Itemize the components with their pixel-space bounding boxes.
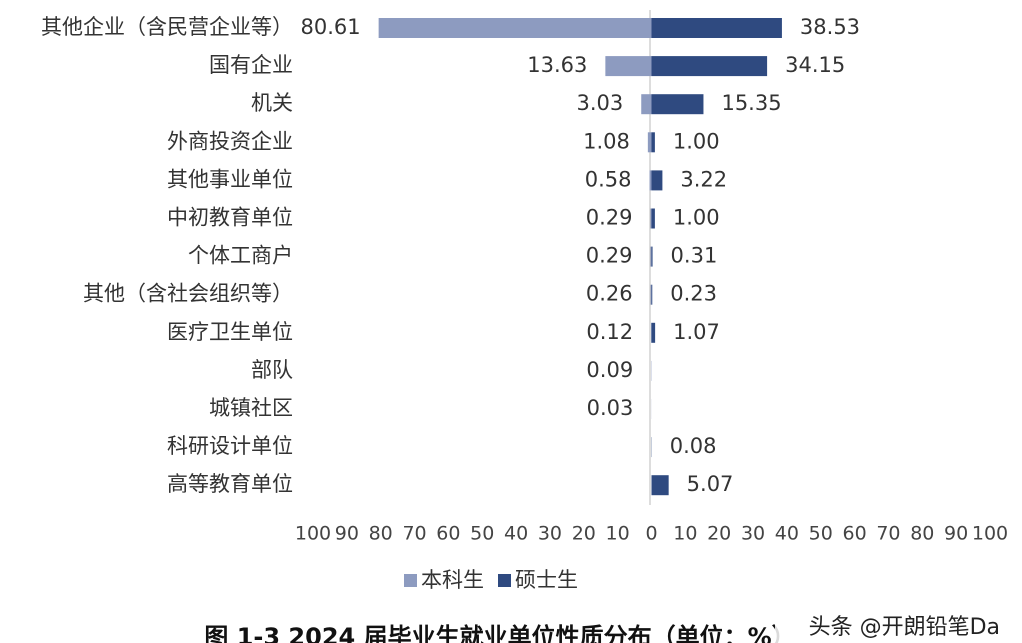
x-tick-label: 10 — [606, 523, 630, 545]
data-label: 0.31 — [671, 244, 718, 268]
data-label: 3.22 — [680, 167, 727, 191]
bar — [651, 94, 704, 115]
x-tick-label: 60 — [436, 523, 460, 545]
bar — [651, 132, 655, 153]
x-tick-label: 90 — [335, 523, 359, 545]
legend-swatch — [404, 574, 417, 587]
x-tick-label: 20 — [707, 523, 731, 545]
bar — [650, 246, 652, 267]
data-label: 38.53 — [800, 15, 860, 39]
data-label: 0.58 — [585, 167, 632, 191]
category-label: 其他事业单位 — [167, 167, 293, 191]
data-label: 0.23 — [670, 282, 717, 306]
x-tick-label: 40 — [504, 523, 528, 545]
data-label: 80.61 — [301, 15, 361, 39]
category-label: 其他（含社会组织等） — [83, 282, 293, 306]
data-label: 0.29 — [586, 206, 633, 230]
data-label: 13.63 — [527, 53, 587, 77]
bar — [651, 284, 653, 305]
data-label: 1.07 — [673, 320, 720, 344]
category-label: 部队 — [251, 358, 293, 382]
legend-label: 本科生 — [421, 568, 484, 592]
bar — [651, 475, 669, 496]
bar — [378, 18, 652, 38]
category-label: 个体工商户 — [188, 244, 293, 268]
data-label: 0.03 — [587, 396, 634, 420]
bar — [651, 18, 782, 38]
bar — [650, 284, 652, 305]
legend-label: 硕士生 — [515, 568, 578, 592]
category-label: 中初教育单位 — [167, 206, 293, 230]
x-tick-label: 50 — [470, 523, 494, 545]
x-tick-label: 0 — [645, 523, 657, 545]
x-tick-label: 50 — [809, 523, 833, 545]
bar — [647, 132, 652, 153]
x-tick-label: 40 — [775, 523, 799, 545]
data-label: 0.09 — [586, 358, 633, 382]
data-label: 1.08 — [583, 129, 630, 153]
category-label: 城镇社区 — [209, 396, 293, 420]
bar — [651, 322, 656, 343]
data-label: 0.29 — [586, 244, 633, 268]
bar — [605, 56, 652, 77]
x-tick-label: 70 — [876, 523, 900, 545]
data-label: 15.35 — [721, 91, 781, 115]
category-label: 国有企业 — [209, 53, 293, 77]
data-label: 1.00 — [673, 129, 720, 153]
bar — [651, 246, 653, 267]
x-tick-label: 30 — [741, 523, 765, 545]
x-tick-label: 100 — [972, 523, 1008, 545]
x-tick-label: 100 — [295, 523, 331, 545]
data-label: 0.08 — [670, 434, 717, 458]
x-tick-label: 80 — [910, 523, 934, 545]
data-label: 3.03 — [576, 91, 623, 115]
bar — [649, 170, 652, 191]
x-tick-label: 70 — [402, 523, 426, 545]
watermark: 头条 @开朗铅笔Da — [809, 615, 1000, 640]
x-tick-label: 10 — [673, 523, 697, 545]
category-label: 高等教育单位 — [167, 472, 293, 496]
bar — [650, 208, 652, 229]
category-label: 机关 — [251, 91, 293, 115]
data-label: 5.07 — [687, 472, 734, 496]
data-label: 1.00 — [673, 206, 720, 230]
bar — [651, 208, 655, 229]
chart-title: 图 1-3 2024 届毕业生就业单位性质分布（单位：%） — [204, 623, 795, 643]
category-label: 外商投资企业 — [167, 129, 293, 153]
category-label: 其他企业（含民营企业等） — [41, 15, 293, 39]
bar — [641, 94, 652, 115]
category-label: 医疗卫生单位 — [167, 320, 293, 344]
x-tick-label: 80 — [369, 523, 393, 545]
x-tick-label: 30 — [538, 523, 562, 545]
data-label: 0.12 — [586, 320, 633, 344]
x-tick-label: 60 — [843, 523, 867, 545]
x-tick-label: 20 — [572, 523, 596, 545]
category-label: 科研设计单位 — [167, 434, 293, 458]
x-tick-label: 90 — [944, 523, 968, 545]
data-label: 34.15 — [785, 53, 845, 77]
data-label: 0.26 — [586, 282, 633, 306]
bar — [651, 170, 663, 191]
watermark-bg — [775, 612, 1022, 643]
bar — [651, 56, 768, 77]
legend-swatch — [498, 574, 511, 587]
